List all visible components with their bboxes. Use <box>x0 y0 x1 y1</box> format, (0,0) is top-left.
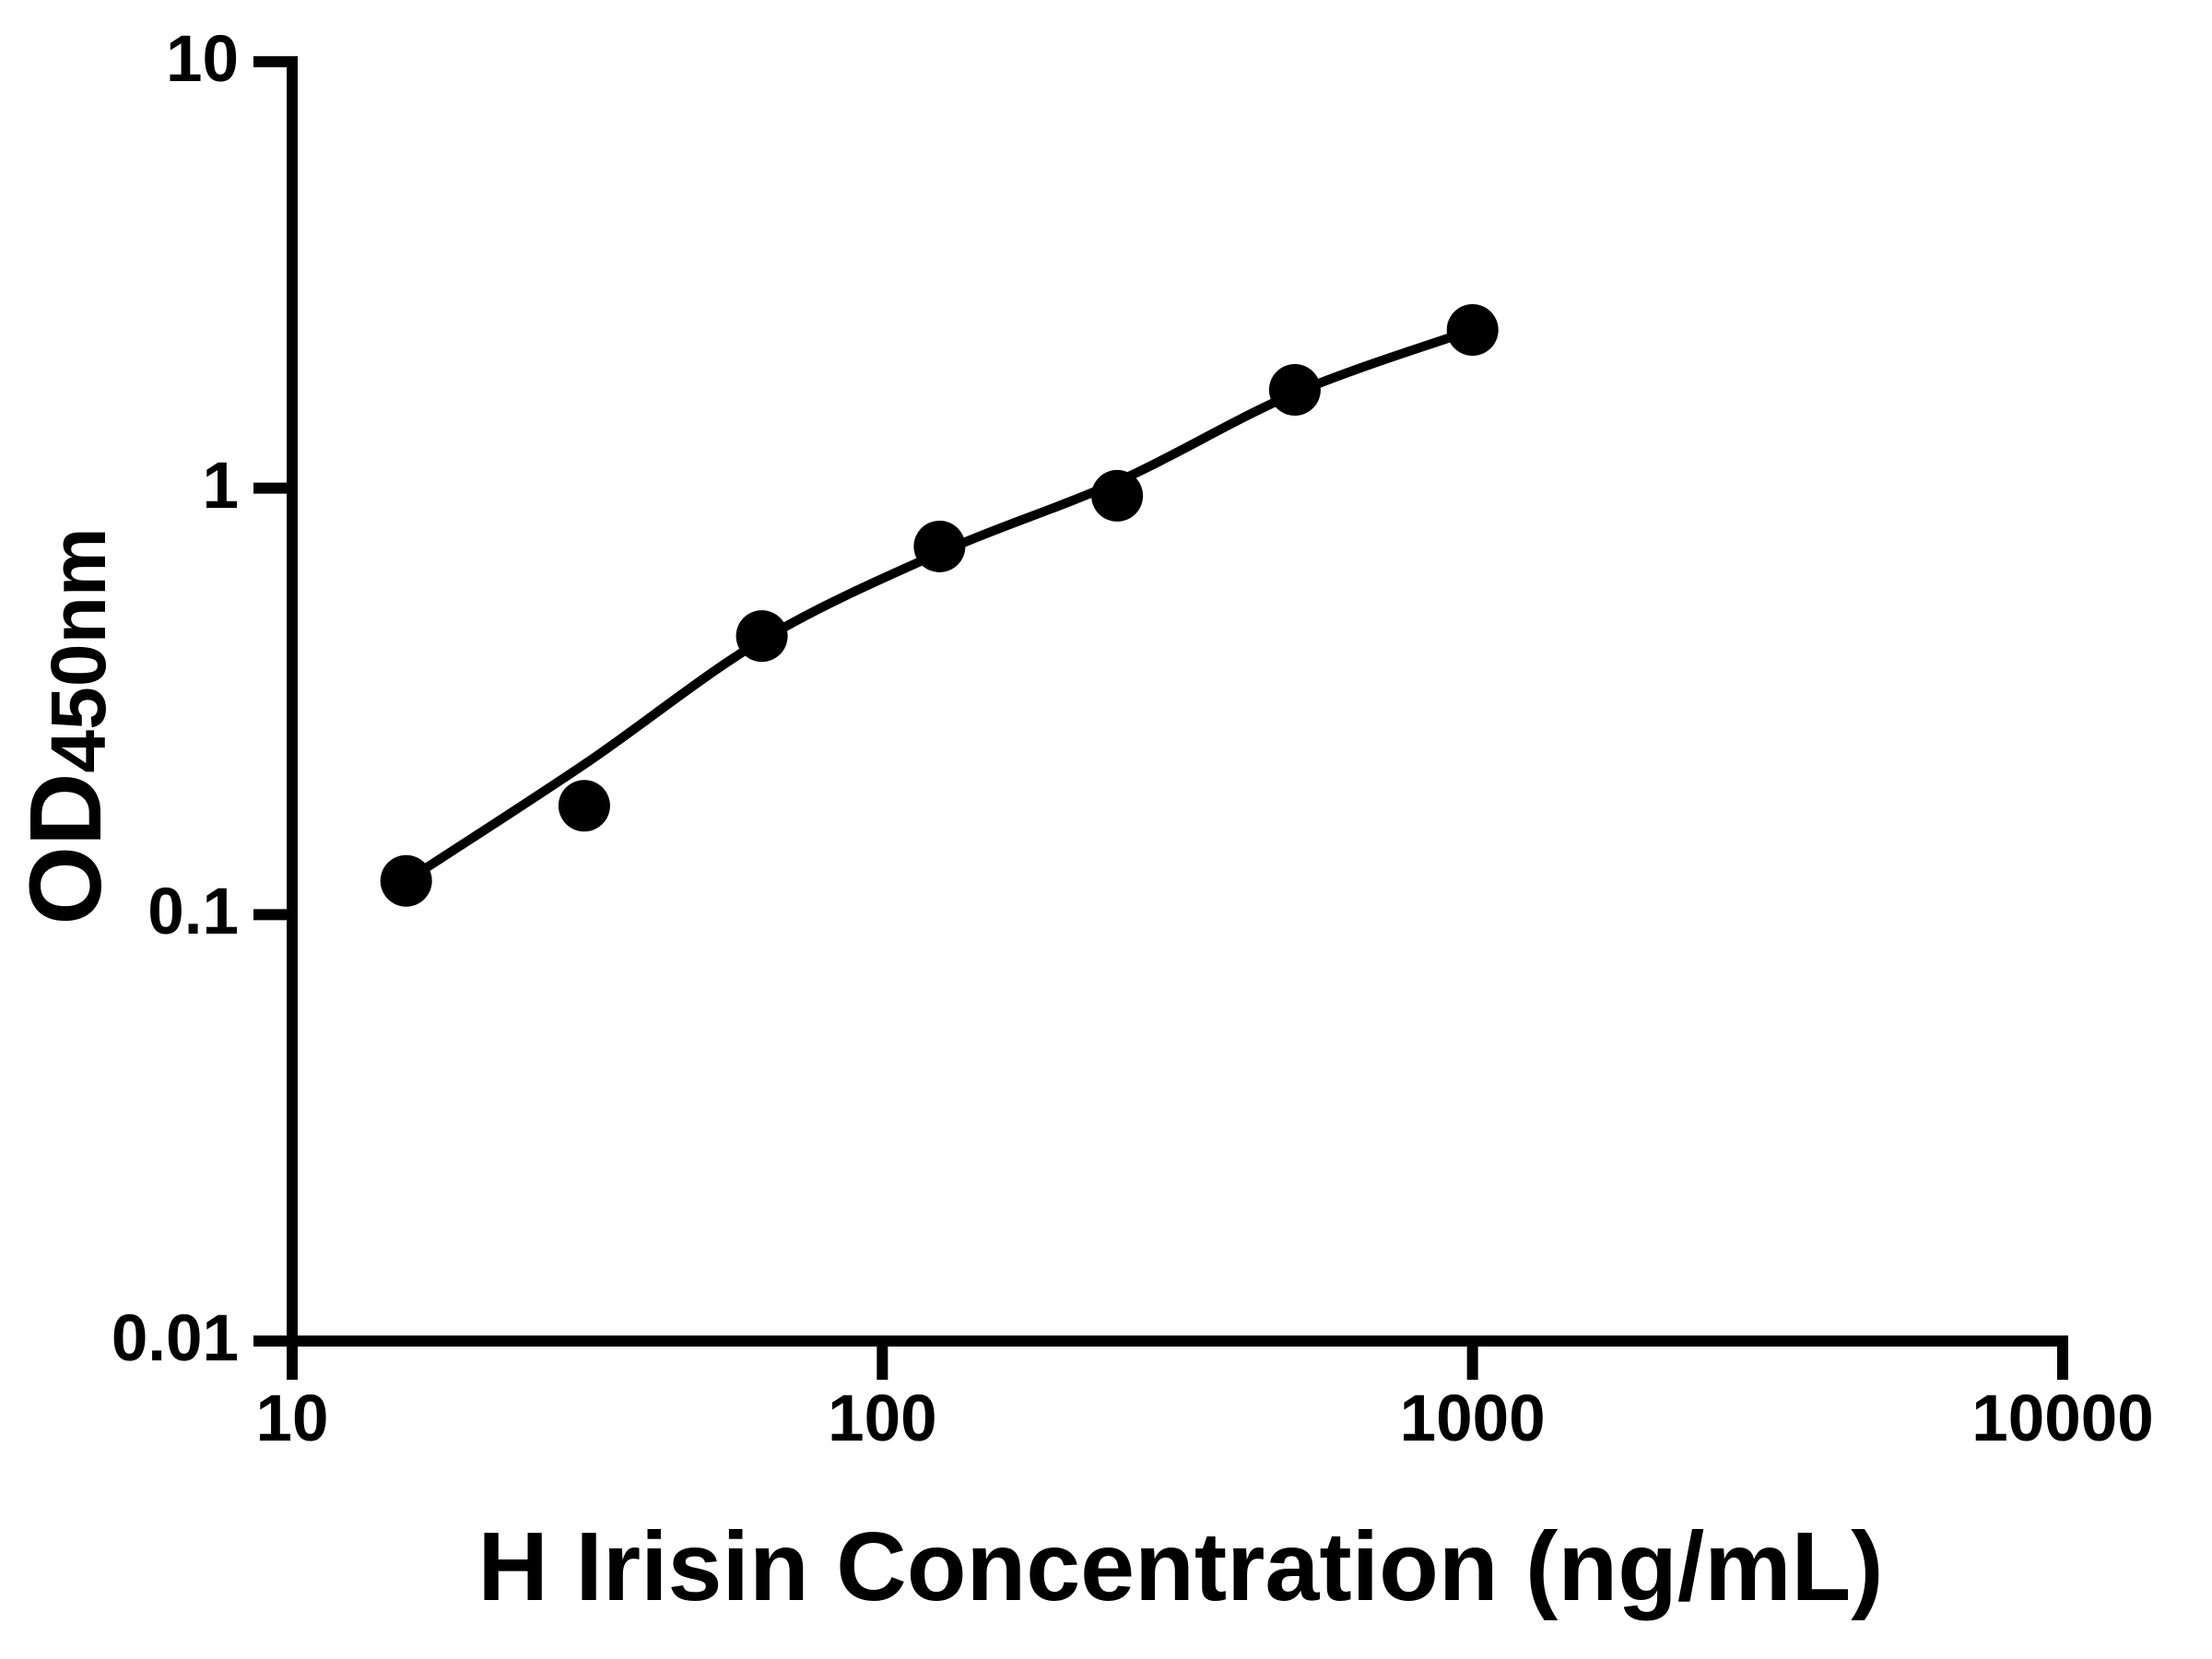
x-tick-label: 10000 <box>1971 1382 2154 1455</box>
y-axis-title-main: OD <box>9 772 123 925</box>
y-tick-label: 0.01 <box>111 1302 239 1375</box>
y-tick-label: 1 <box>202 449 240 523</box>
y-axis-title-sub: 450nm <box>35 527 122 773</box>
x-axis-title: H Irisin Concentration (ng/mL) <box>477 1512 1884 1621</box>
x-tick-label: 100 <box>828 1382 937 1455</box>
x-tick-label: 1000 <box>1399 1382 1546 1455</box>
y-tick-label: 0.1 <box>147 876 239 949</box>
y-axis-title: OD450nm <box>9 527 123 924</box>
data-point <box>1091 469 1144 522</box>
data-point <box>558 780 610 832</box>
data-point <box>1446 304 1499 356</box>
data-point <box>380 854 432 907</box>
y-tick-label: 10 <box>166 23 239 96</box>
data-point <box>1268 364 1321 416</box>
data-point <box>913 520 966 572</box>
data-point <box>735 610 788 663</box>
x-tick-label: 10 <box>255 1382 329 1455</box>
